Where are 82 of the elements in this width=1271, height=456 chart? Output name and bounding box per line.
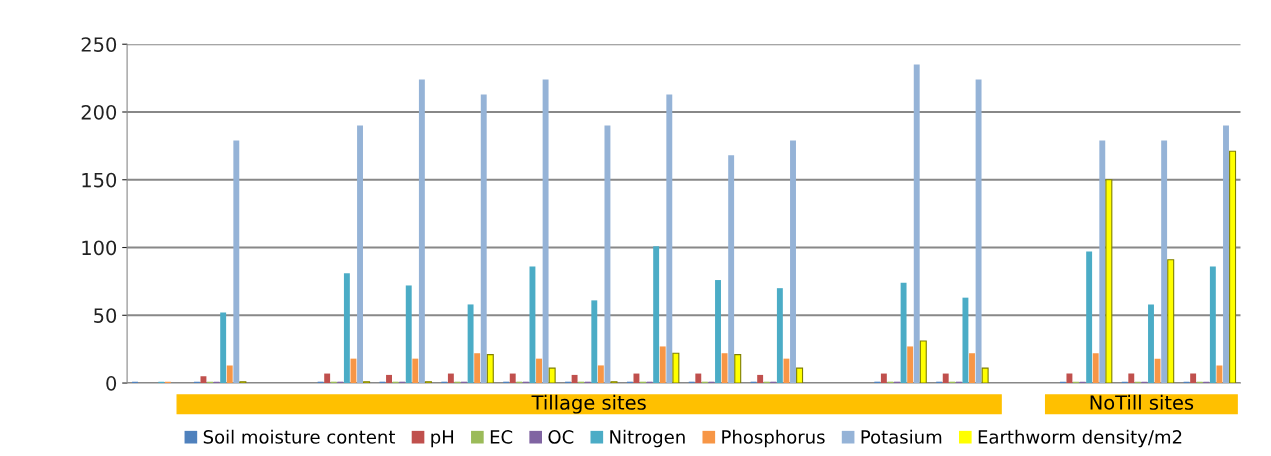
bar bbox=[981, 367, 989, 384]
bar bbox=[728, 155, 735, 384]
bar bbox=[542, 79, 549, 384]
legend-label: Earthworm density/m2 bbox=[978, 429, 1182, 448]
bar bbox=[721, 353, 728, 384]
bar bbox=[405, 285, 412, 384]
bar bbox=[919, 340, 927, 384]
bar bbox=[907, 346, 914, 384]
bar bbox=[1161, 140, 1168, 384]
y-tick-label: 200 bbox=[81, 104, 117, 120]
bar bbox=[591, 300, 598, 384]
bar bbox=[1209, 266, 1216, 384]
bar bbox=[350, 358, 357, 384]
bar bbox=[962, 297, 969, 384]
bar bbox=[447, 373, 454, 384]
bar bbox=[357, 125, 363, 384]
bar bbox=[1190, 373, 1197, 384]
bar bbox=[1105, 179, 1113, 384]
bar bbox=[672, 352, 680, 384]
bar bbox=[796, 367, 804, 384]
bar bbox=[1154, 358, 1161, 384]
bar bbox=[1099, 140, 1106, 384]
bar bbox=[900, 282, 907, 384]
bar bbox=[695, 373, 702, 384]
text: NoTill sites bbox=[1090, 394, 1194, 410]
bar bbox=[734, 354, 742, 384]
y-tick-label: 150 bbox=[82, 172, 117, 188]
bar bbox=[200, 376, 207, 384]
y-tick-label: 0 bbox=[106, 376, 117, 391]
bar bbox=[467, 304, 474, 384]
bar bbox=[529, 266, 536, 384]
bar bbox=[226, 365, 233, 384]
bar bbox=[1086, 251, 1093, 384]
legend-label: EC bbox=[490, 430, 513, 444]
legend-label: Phosphorus bbox=[722, 429, 825, 448]
bar bbox=[1128, 373, 1135, 384]
y-tick-label: 250 bbox=[81, 37, 117, 52]
bar bbox=[233, 140, 240, 384]
bar bbox=[790, 140, 796, 384]
bar bbox=[604, 125, 611, 384]
bar bbox=[509, 373, 516, 384]
bar bbox=[1066, 373, 1073, 384]
bar bbox=[386, 374, 392, 384]
bar bbox=[548, 367, 556, 384]
bar bbox=[474, 353, 481, 384]
bar bbox=[1148, 304, 1154, 384]
text: Tillage sites bbox=[531, 394, 646, 414]
bar bbox=[486, 354, 494, 384]
legend-label: Potasium bbox=[861, 429, 942, 444]
bar bbox=[597, 365, 604, 384]
bar bbox=[1167, 259, 1175, 384]
bar bbox=[975, 79, 982, 384]
bar bbox=[220, 312, 227, 384]
y-tick-label: 50 bbox=[94, 308, 117, 323]
bar bbox=[913, 64, 920, 384]
legend-label: Soil moisture content bbox=[203, 429, 396, 444]
bar bbox=[783, 358, 790, 384]
legend-label: OC bbox=[548, 430, 574, 444]
bar bbox=[418, 79, 425, 384]
bar bbox=[633, 373, 640, 384]
bar bbox=[536, 358, 542, 384]
legend-label: Nitrogen bbox=[610, 429, 685, 448]
bar bbox=[757, 374, 764, 384]
bar bbox=[969, 353, 975, 384]
bar bbox=[1092, 353, 1099, 384]
bar bbox=[412, 358, 419, 384]
bar bbox=[1216, 365, 1223, 384]
bar bbox=[1229, 150, 1237, 384]
bar bbox=[571, 374, 578, 384]
y-tick-label: 100 bbox=[82, 240, 117, 256]
bar bbox=[942, 373, 949, 384]
bar bbox=[880, 373, 887, 384]
bar bbox=[653, 246, 660, 384]
legend-label: pH bbox=[431, 430, 454, 448]
bar bbox=[659, 346, 666, 384]
bar bbox=[480, 94, 487, 384]
bar bbox=[776, 288, 783, 384]
bar bbox=[324, 373, 331, 384]
bar bbox=[715, 280, 721, 384]
bar bbox=[343, 273, 350, 384]
bar bbox=[666, 94, 673, 384]
bar bbox=[1223, 125, 1229, 384]
